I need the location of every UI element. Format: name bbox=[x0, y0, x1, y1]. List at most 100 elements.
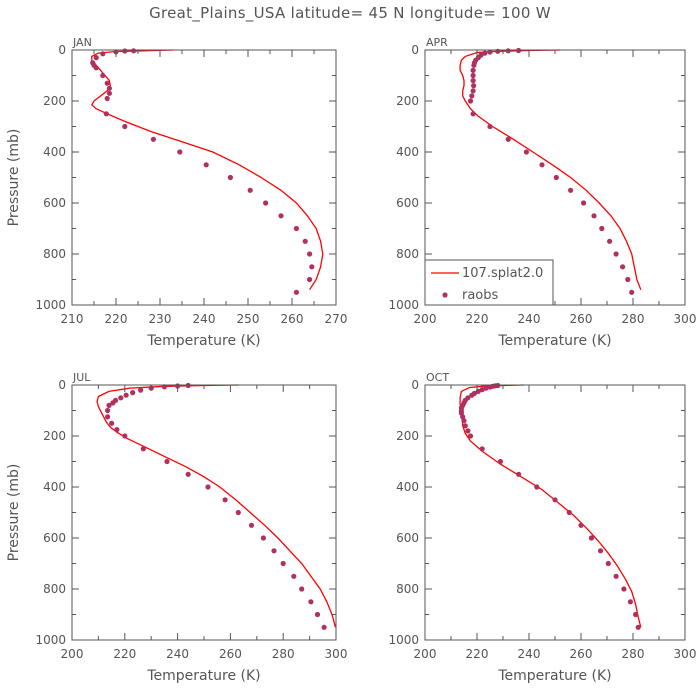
x-tick-label-jan: 240 bbox=[193, 312, 216, 326]
model-line-oct bbox=[459, 384, 642, 628]
y-tick-label-jan: 1000 bbox=[35, 298, 66, 312]
raobs-point-apr bbox=[470, 111, 476, 117]
raobs-point-jul bbox=[299, 586, 305, 592]
raobs-point-jan bbox=[302, 238, 308, 244]
raobs-point-jul bbox=[110, 400, 116, 406]
raobs-point-oct bbox=[534, 484, 540, 490]
panel-label-oct: OCT bbox=[426, 371, 449, 384]
raobs-point-oct bbox=[487, 384, 493, 390]
model-line-jul bbox=[96, 384, 337, 628]
y-axis-label-jul: Pressure (mb) bbox=[6, 464, 22, 562]
raobs-point-oct bbox=[462, 423, 468, 429]
raobs-point-oct bbox=[621, 586, 627, 592]
raobs-point-jan bbox=[278, 213, 284, 219]
raobs-point-jan bbox=[106, 90, 112, 96]
raobs-point-oct bbox=[479, 387, 485, 393]
raobs-point-jan bbox=[93, 55, 99, 61]
raobs-point-apr bbox=[591, 213, 597, 219]
raobs-point-apr bbox=[470, 67, 476, 73]
raobs-point-apr bbox=[482, 50, 488, 56]
y-tick-label-apr: 0 bbox=[411, 43, 419, 57]
y-tick-label-jul: 600 bbox=[43, 531, 66, 545]
x-axis-label-jul: Temperature (K) bbox=[146, 668, 260, 684]
raobs-point-jan bbox=[104, 80, 110, 86]
raobs-point-jan bbox=[293, 289, 299, 295]
raobs-point-oct bbox=[605, 560, 611, 567]
raobs-point-oct bbox=[597, 548, 604, 554]
x-tick-label-jul: 280 bbox=[272, 647, 295, 661]
raobs-point-jan bbox=[100, 51, 106, 57]
x-tick-label-apr: 240 bbox=[518, 312, 541, 326]
raobs-point-jan bbox=[106, 85, 112, 91]
raobs-point-jul bbox=[314, 611, 321, 618]
raobs-point-oct bbox=[552, 497, 558, 503]
raobs-point-oct bbox=[497, 458, 503, 465]
raobs-point-apr bbox=[613, 251, 619, 257]
x-axis-label-jan: Temperature (K) bbox=[146, 333, 260, 349]
raobs-point-apr bbox=[553, 174, 559, 181]
y-tick-label-jul: 0 bbox=[58, 378, 66, 392]
y-tick-label-jan: 400 bbox=[43, 145, 66, 159]
raobs-point-jul bbox=[109, 420, 115, 426]
raobs-point-oct bbox=[483, 385, 489, 391]
raobs-point-jul bbox=[123, 392, 129, 398]
raobs-point-oct bbox=[469, 392, 475, 398]
y-tick-label-apr: 400 bbox=[396, 145, 419, 159]
raobs-point-oct bbox=[627, 599, 634, 605]
panel-oct: 200 220 240 260 280 300 0 200 400 600 800 1000 OCT Te… bbox=[388, 371, 696, 684]
x-tick-label-oct: 200 bbox=[414, 647, 437, 661]
y-tick-label-jul: 400 bbox=[43, 480, 66, 494]
raobs-point-apr bbox=[581, 200, 587, 206]
raobs-point-jul bbox=[205, 484, 211, 490]
y-tick-label-jan: 200 bbox=[43, 94, 66, 108]
y-tick-label-jul: 800 bbox=[43, 582, 66, 596]
raobs-point-jul bbox=[118, 395, 124, 401]
raobs-point-apr bbox=[625, 276, 631, 283]
legend-marker-swatch bbox=[442, 292, 448, 298]
x-tick-label-apr: 300 bbox=[674, 312, 697, 326]
raobs-point-apr bbox=[505, 48, 511, 54]
y-tick-label-jan: 800 bbox=[43, 247, 66, 261]
raobs-point-jan bbox=[104, 95, 110, 102]
raobs-point-apr bbox=[487, 49, 493, 55]
y-tick-label-jul: 1000 bbox=[35, 633, 66, 647]
x-tick-label-jan: 250 bbox=[237, 312, 260, 326]
raobs-point-jan bbox=[307, 251, 313, 257]
panel-apr: 200 220 240 260 280 300 0 200 400 600 800 1000 APR Te… bbox=[388, 36, 696, 349]
x-tick-label-jul: 260 bbox=[219, 647, 242, 661]
x-tick-label-apr: 200 bbox=[414, 312, 437, 326]
raobs-point-jan bbox=[247, 187, 253, 193]
raobs-point-apr bbox=[523, 149, 530, 155]
y-tick-label-apr: 600 bbox=[396, 196, 419, 210]
raobs-point-jul bbox=[138, 387, 144, 393]
raobs-point-oct bbox=[566, 509, 572, 516]
x-tick-label-oct: 300 bbox=[674, 647, 697, 661]
raobs-point-jul bbox=[122, 433, 128, 439]
y-tick-label-jan: 600 bbox=[43, 196, 66, 210]
raobs-point-oct bbox=[588, 535, 595, 541]
panel-label-apr: APR bbox=[426, 36, 448, 49]
x-axis-label-oct: Temperature (K) bbox=[497, 668, 611, 684]
x-tick-label-jul: 220 bbox=[113, 647, 136, 661]
raobs-point-jul bbox=[248, 522, 255, 528]
legend: 107.splat2.0 raobs bbox=[424, 259, 554, 306]
x-tick-label-jan: 270 bbox=[325, 312, 348, 326]
x-tick-label-oct: 240 bbox=[518, 647, 541, 661]
raobs-point-jan bbox=[93, 65, 99, 71]
raobs-point-jul bbox=[140, 446, 146, 452]
legend-label-model: 107.splat2.0 bbox=[462, 266, 543, 281]
raobs-point-jul bbox=[280, 560, 286, 567]
raobs-point-apr bbox=[495, 48, 501, 54]
y-tick-label-oct: 400 bbox=[396, 480, 419, 494]
raobs-point-oct bbox=[461, 418, 467, 424]
raobs-point-oct bbox=[467, 433, 474, 439]
raobs-point-oct bbox=[465, 428, 471, 434]
y-tick-label-oct: 200 bbox=[396, 429, 419, 443]
panel-label-jul: JUL bbox=[72, 371, 91, 384]
raobs-point-apr bbox=[539, 162, 545, 168]
y-tick-label-oct: 800 bbox=[396, 582, 419, 596]
x-tick-label-oct: 280 bbox=[622, 647, 645, 661]
raobs-point-apr bbox=[629, 289, 635, 295]
y-tick-label-jan: 0 bbox=[58, 43, 66, 57]
raobs-point-apr bbox=[487, 123, 493, 130]
